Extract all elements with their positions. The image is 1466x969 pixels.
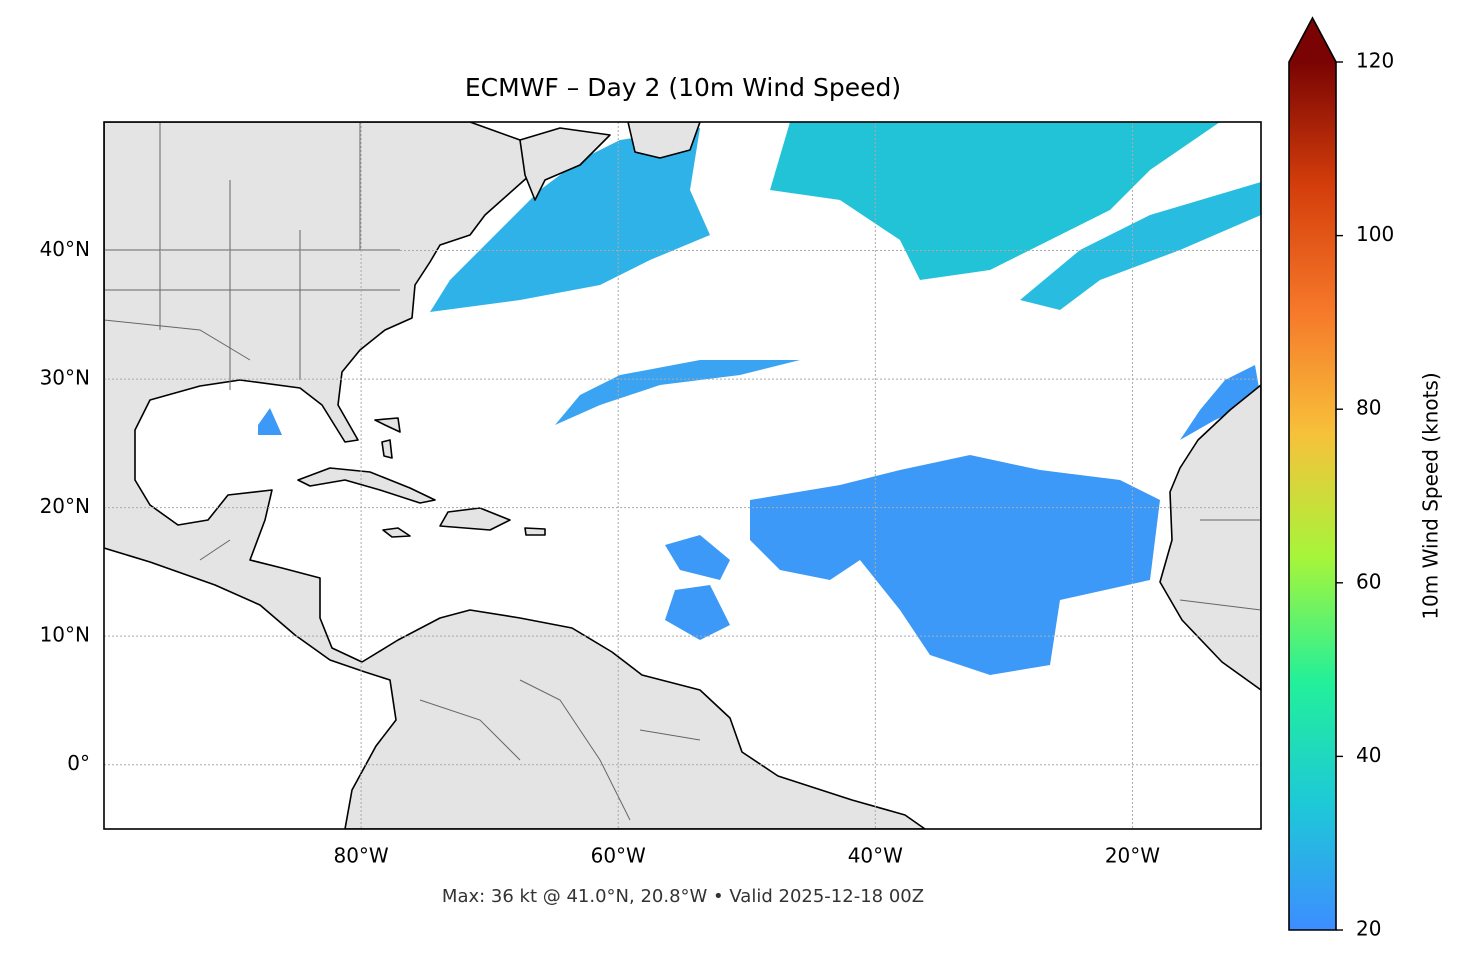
- y-tick-label: 0°: [67, 751, 90, 775]
- map-frame: [103, 121, 1262, 830]
- land-newfoundland: [627, 122, 701, 159]
- y-tick-label: 30°N: [40, 366, 90, 390]
- colorbar-ramp: [1289, 62, 1336, 930]
- y-tick-label: 10°N: [40, 623, 90, 647]
- land-puerto-rico: [524, 527, 546, 536]
- wind-field: [258, 122, 1261, 675]
- colorbar-tick-label: 40: [1356, 743, 1381, 767]
- x-tick-label: 80°W: [333, 844, 388, 868]
- colorbar: 20 40 60 80 100 120 10m Wind Speed (knots): [1288, 16, 1443, 941]
- land-americas: [104, 122, 926, 829]
- x-tick-label: 20°W: [1105, 844, 1160, 868]
- y-tick-label: 40°N: [40, 237, 90, 261]
- colorbar-tick-label: 60: [1356, 569, 1381, 593]
- chart-title: ECMWF – Day 2 (10m Wind Speed): [465, 73, 901, 102]
- colorbar-tick-label: 80: [1356, 396, 1381, 420]
- borders: [104, 122, 1261, 821]
- land-jamaica: [382, 527, 411, 538]
- x-tick-label: 40°W: [848, 844, 903, 868]
- colorbar-tick-label: 120: [1356, 49, 1394, 73]
- y-tick-label: 20°N: [40, 494, 90, 518]
- land-cuba: [297, 467, 436, 504]
- land-bahamas: [374, 417, 401, 459]
- colorbar-frame: [1288, 16, 1337, 931]
- land-africa: [1159, 384, 1261, 691]
- x-tick-label: 60°W: [591, 844, 646, 868]
- colorbar-extend: [1289, 18, 1336, 62]
- colorbar-label: 10m Wind Speed (knots): [1419, 372, 1443, 619]
- axes: 80°W 60°W 40°W 20°W 0° 10°N 20°N 30°N 40°N: [40, 122, 1261, 868]
- colorbar-tick-label: 20: [1356, 917, 1381, 941]
- footnote: Max: 36 kt @ 41.0°N, 20.8°W • Valid 2025…: [442, 886, 924, 907]
- land-nova-scotia: [519, 127, 611, 201]
- land-hispaniola: [439, 507, 511, 531]
- map: [104, 122, 1261, 829]
- colorbar-tick-label: 100: [1356, 222, 1394, 246]
